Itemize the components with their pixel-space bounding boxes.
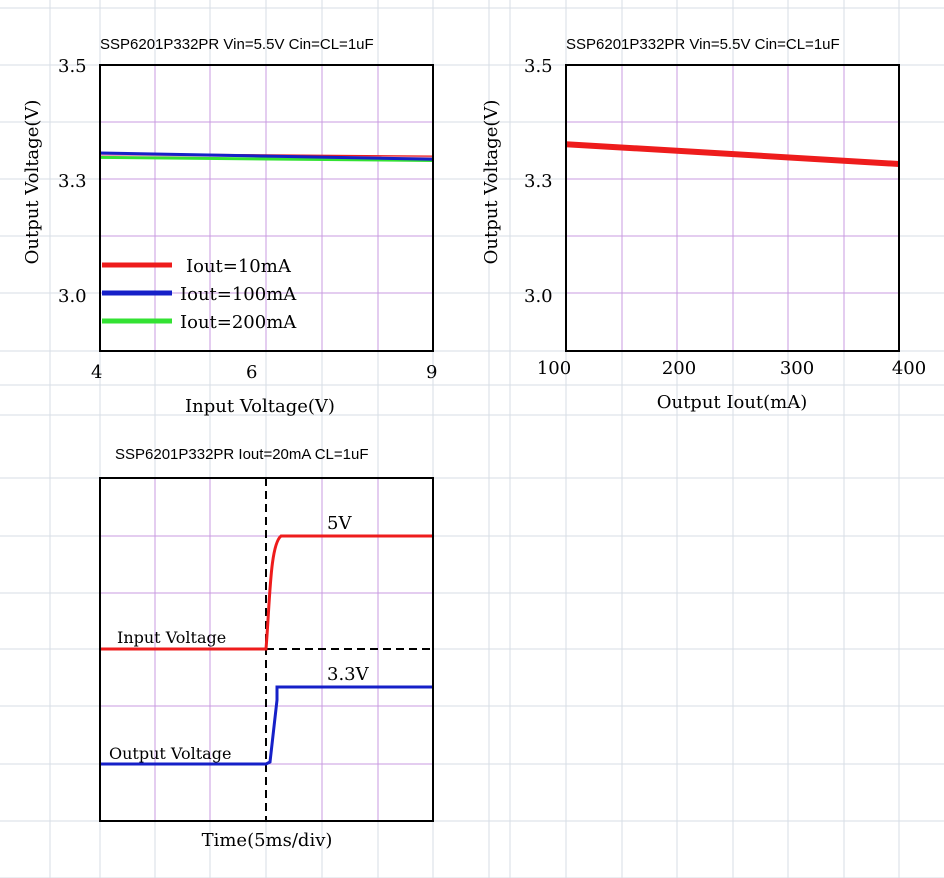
chart2-ylabel: Output Voltage(V) — [481, 100, 502, 265]
chart1-series — [99, 151, 434, 162]
chart-vout-vs-vin: SSP6201P332PR Vin=5.5V Cin=CL=1uF 3.5 3.… — [22, 36, 437, 417]
chart2-xtick-label: 300 — [780, 358, 814, 379]
chart1-title: SSP6201P332PR Vin=5.5V Cin=CL=1uF — [100, 36, 374, 53]
chart2-title: SSP6201P332PR Vin=5.5V Cin=CL=1uF — [566, 36, 840, 53]
chart2-xlabel: Output Iout(mA) — [657, 392, 808, 413]
chart1-legend: Iout=10mA Iout=100mA Iout=200mA — [102, 256, 297, 333]
chart1-ytick-label: 3.3 — [58, 171, 87, 192]
input-voltage-trace — [100, 534, 433, 651]
series-line-iout-200ma — [99, 155, 434, 162]
chart2-xtick-label: 200 — [662, 358, 696, 379]
series-line-iout-100ma — [99, 151, 434, 161]
chart-transient: SSP6201P332PR Iout=20mA CL=1uF 5V Input … — [99, 446, 434, 851]
series-line-series-0 — [565, 141, 900, 167]
chart3-title: SSP6201P332PR Iout=20mA CL=1uF — [115, 446, 369, 463]
chart-vout-vs-iout: SSP6201P332PR Vin=5.5V Cin=CL=1uF 3.5 3.… — [481, 36, 926, 413]
input-level-label: 5V — [327, 513, 352, 534]
chart2-ytick-label: 3.5 — [524, 56, 553, 77]
legend-label-10ma: Iout=10mA — [186, 256, 292, 277]
chart2-xtick-label: 400 — [892, 358, 926, 379]
chart1-xlabel: Input Voltage(V) — [185, 396, 335, 417]
legend-label-100ma: Iout=100mA — [180, 284, 297, 305]
output-level-label: 3.3V — [327, 664, 370, 685]
chart1-xtick-label: 9 — [426, 362, 437, 383]
chart1-ytick-label: 3.5 — [58, 56, 87, 77]
chart2-ytick-label: 3.3 — [524, 171, 553, 192]
chart2-series — [565, 141, 900, 167]
chart1-ytick-label: 3.0 — [58, 286, 87, 307]
input-voltage-label: Input Voltage — [117, 628, 226, 647]
chart1-frame — [99, 64, 434, 352]
chart1-xtick-label: 4 — [91, 362, 102, 383]
chart3-frame — [99, 477, 434, 822]
legend-label-200ma: Iout=200mA — [180, 312, 297, 333]
output-voltage-label: Output Voltage — [109, 744, 231, 763]
chart3-xlabel: Time(5ms/div) — [202, 830, 333, 851]
chart1-xtick-label: 6 — [246, 362, 257, 383]
chart1-ylabel: Output Voltage(V) — [22, 100, 43, 265]
output-voltage-trace — [100, 685, 433, 766]
chart2-grid — [566, 65, 899, 351]
chart1-grid — [100, 65, 433, 351]
chart2-xtick-label: 100 — [537, 358, 571, 379]
chart2-ytick-label: 3.0 — [524, 286, 553, 307]
chart2-frame — [565, 64, 900, 352]
